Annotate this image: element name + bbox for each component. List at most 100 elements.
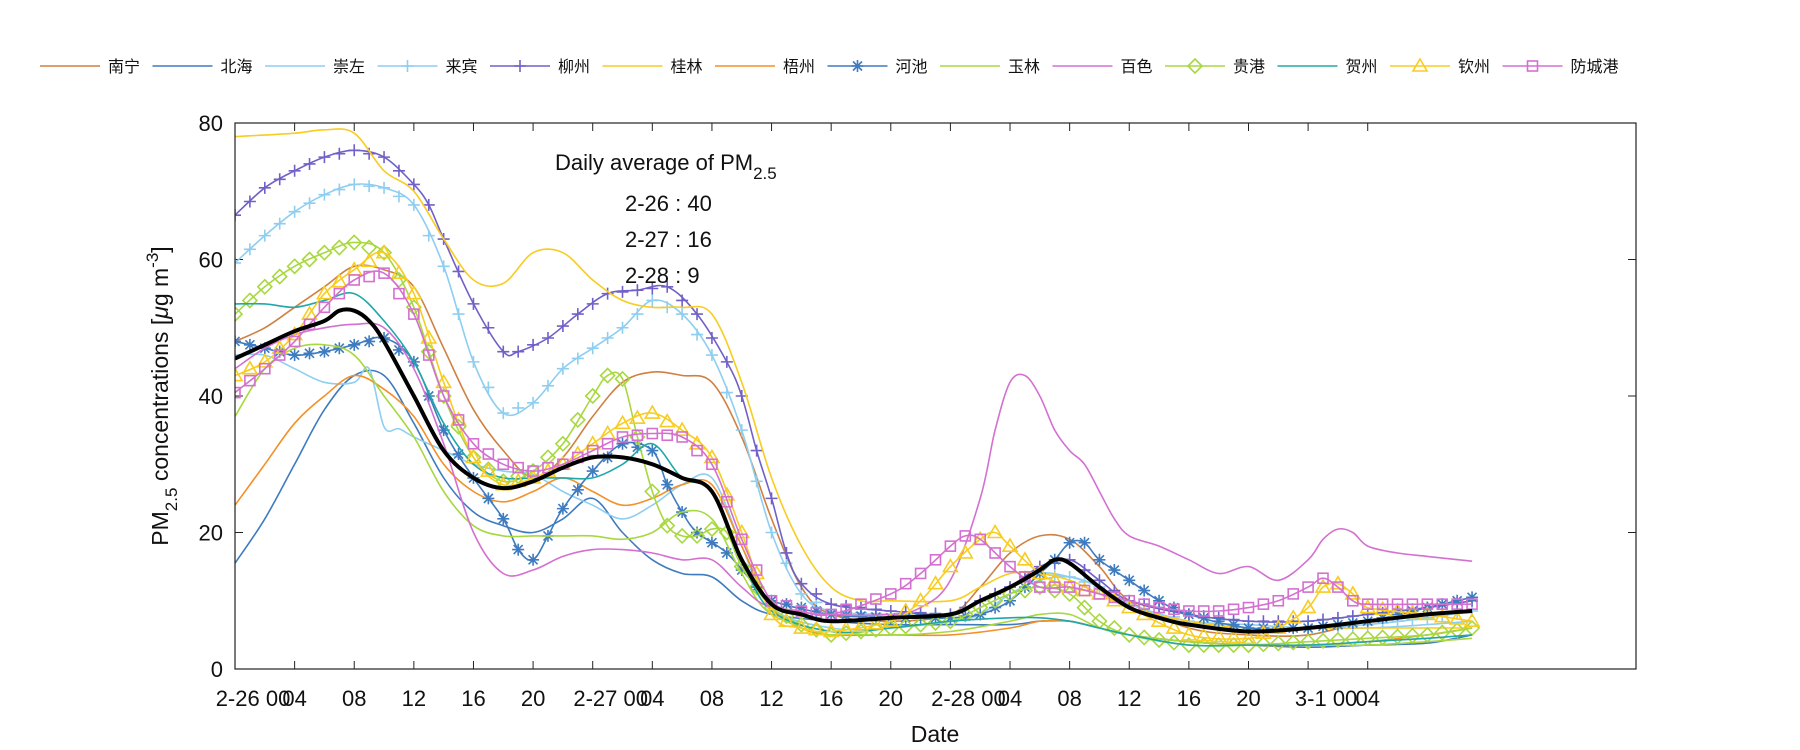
- data-point-河池: [1153, 594, 1166, 607]
- data-point-防城港: [1108, 591, 1121, 604]
- data-point-防城港: [601, 437, 614, 450]
- series-line-百色: [235, 322, 1473, 617]
- series-line-南宁: [235, 264, 1473, 637]
- data-point-河池: [348, 338, 361, 351]
- data-point-河池: [1078, 536, 1091, 549]
- x-tick-label: 04: [282, 686, 306, 711]
- legend-label: 河池: [896, 58, 928, 76]
- data-point-防城港: [1153, 601, 1165, 614]
- series-line-average: [235, 307, 1473, 634]
- data-point-钦州: [479, 462, 497, 477]
- data-point-河池: [437, 424, 450, 437]
- data-point-柳州: [750, 444, 763, 457]
- plot-frame: [234, 122, 1637, 670]
- data-point-贵港: [897, 618, 914, 635]
- data-point-贵港: [1136, 629, 1153, 646]
- series-line-梧州: [235, 374, 1473, 647]
- data-point-贵港: [1314, 632, 1332, 649]
- data-point-防城港: [974, 533, 987, 546]
- data-point-钦州: [763, 605, 780, 621]
- data-point-防城港: [452, 414, 465, 426]
- data-point-河池: [1451, 594, 1464, 607]
- data-point-来宾: [795, 587, 808, 600]
- data-point-钦州: [256, 353, 274, 368]
- data-point-贵港: [1180, 636, 1198, 654]
- data-point-来宾: [527, 396, 540, 409]
- data-point-来宾: [720, 386, 733, 399]
- data-point-防城港: [735, 533, 748, 546]
- data-point-贵港: [703, 520, 721, 538]
- legend-item-崇左: 崇左: [265, 58, 365, 76]
- data-point-来宾: [243, 243, 256, 256]
- data-point-防城港: [482, 448, 495, 460]
- series-line-玉林: [235, 343, 1473, 647]
- data-point-防城港: [1376, 598, 1389, 610]
- series-防城港: [235, 267, 1478, 621]
- data-point-来宾: [497, 407, 510, 420]
- data-point-防城港: [706, 458, 718, 471]
- data-point-河池: [1227, 618, 1240, 631]
- x-tick-label: 04: [640, 686, 664, 711]
- data-point-来宾: [235, 256, 241, 269]
- data-point-贵港: [271, 268, 288, 285]
- legend-marker: [1526, 60, 1539, 72]
- data-point-柳州: [378, 151, 391, 164]
- data-point-贵港: [1106, 619, 1123, 637]
- data-point-来宾: [691, 328, 704, 341]
- data-point-贵港: [256, 278, 273, 295]
- data-point-河池: [556, 502, 569, 515]
- data-point-钦州: [435, 373, 453, 389]
- data-point-防城港: [840, 603, 852, 616]
- series-崇左: [235, 353, 1473, 631]
- data-point-来宾: [571, 352, 584, 365]
- x-tick-label: 08: [700, 686, 724, 711]
- data-point-来宾: [631, 308, 644, 321]
- x-tick-label: 04: [1355, 686, 1379, 711]
- data-point-防城港: [1197, 605, 1210, 617]
- legend-item-河池: 河池: [827, 58, 928, 76]
- legend: 南宁 北海 崇左 来宾 柳州 桂林 梧州 河池 玉林 百色 贵港 贺州 钦州 防城港: [40, 57, 1619, 76]
- annotation-line-2-28: 2-28 : 9: [625, 263, 700, 288]
- data-point-河池: [288, 349, 301, 362]
- data-point-来宾: [273, 217, 286, 230]
- y-tick-label: 80: [199, 111, 223, 136]
- legend-label: 防城港: [1571, 58, 1619, 76]
- data-point-防城港: [288, 335, 301, 348]
- data-point-防城港: [497, 458, 510, 471]
- data-point-柳州: [497, 345, 510, 358]
- data-point-来宾: [616, 321, 629, 334]
- data-point-贵港: [927, 614, 944, 632]
- data-point-柳州: [243, 195, 256, 208]
- legend-label: 桂林: [671, 58, 703, 76]
- data-point-河池: [1167, 601, 1180, 614]
- data-point-柳州: [691, 308, 704, 321]
- series-钦州: [235, 244, 1481, 645]
- data-point-防城港: [318, 301, 331, 314]
- data-point-柳州: [541, 331, 554, 344]
- data-point-柳州: [422, 198, 435, 211]
- data-point-贵港: [688, 527, 706, 545]
- data-point-河池: [363, 335, 376, 348]
- series-南宁: [235, 264, 1473, 637]
- data-point-钦州: [748, 564, 766, 580]
- data-point-贵港: [1285, 634, 1302, 651]
- legend-item-北海: 北海: [152, 58, 253, 76]
- data-point-贵港: [1165, 634, 1183, 651]
- data-point-钦州: [1165, 619, 1183, 634]
- data-point-贵港: [912, 616, 929, 633]
- data-point-防城港: [1421, 598, 1434, 610]
- data-point-河池: [1257, 622, 1270, 635]
- data-point-来宾: [392, 190, 405, 203]
- data-point-来宾: [467, 355, 480, 368]
- data-point-河池: [527, 553, 540, 566]
- data-point-柳州: [258, 181, 271, 194]
- data-point-柳州: [705, 331, 718, 344]
- data-point-河池: [422, 390, 435, 402]
- data-point-防城港: [1272, 594, 1285, 607]
- x-tick-label: 20: [879, 686, 903, 711]
- data-point-钦州: [822, 622, 840, 638]
- legend-item-防城港: 防城港: [1502, 58, 1619, 76]
- data-point-钦州: [375, 244, 393, 259]
- data-point-河池: [482, 492, 495, 505]
